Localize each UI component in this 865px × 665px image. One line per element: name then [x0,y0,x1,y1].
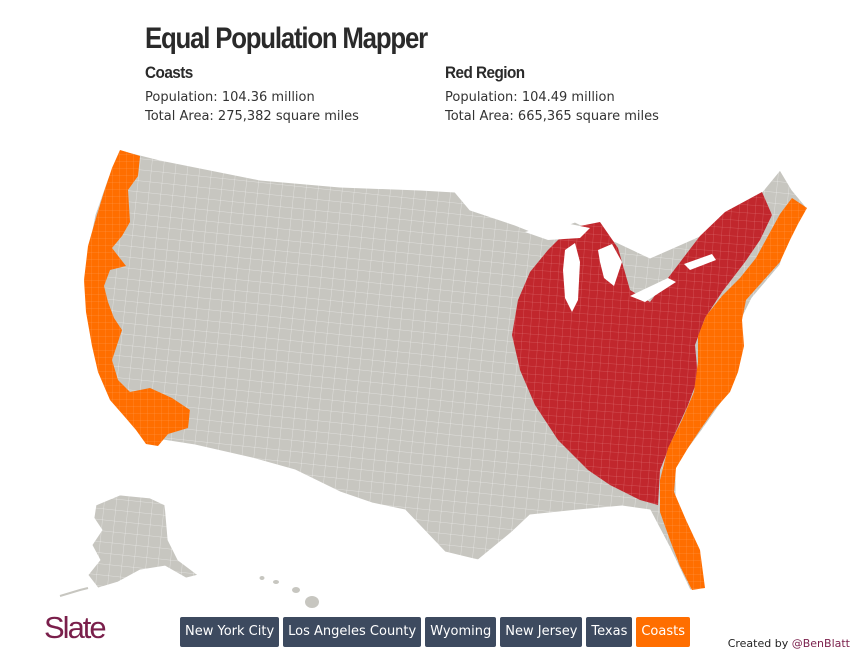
red-region-population: Population: 104.49 million [445,90,615,105]
preset-buttons: New York City Los Angeles County Wyoming… [180,617,690,647]
alaska-texture [88,495,198,588]
page-title: Equal Population Mapper [145,22,428,55]
hawaii [259,576,319,608]
credit-prefix: Created by [727,637,792,650]
alaska [59,494,199,597]
east-coast-texture [660,198,807,590]
red-region-heading: Red Region [445,63,525,82]
slate-logo[interactable]: Slate [44,610,107,645]
maui-island [292,587,300,593]
coasts-heading: Coasts [145,63,193,82]
author-link[interactable]: @BenBlatt [791,637,850,650]
preset-button-coasts[interactable]: Coasts [636,617,690,647]
credit-line: Created by @BenBlatt [728,637,850,650]
coasts-population: Population: 104.36 million [145,90,315,105]
preset-button-new-jersey[interactable]: New Jersey [500,617,583,647]
preset-button-texas[interactable]: Texas [586,617,633,647]
aleutian-islands [59,587,89,597]
lake-superior [525,222,590,240]
lake-erie [630,278,676,302]
lake-ontario [684,254,716,270]
lake-huron [598,244,622,286]
coasts-region[interactable] [84,150,807,590]
preset-button-los-angeles-county[interactable]: Los Angeles County [283,617,422,647]
coasts-area: Total Area: 275,382 square miles [145,109,359,124]
lake-michigan [563,243,580,312]
oahu-island [273,580,279,584]
kauai-island [259,576,265,580]
hawaii-island [305,596,319,608]
coasts-stats-panel: Coasts Population: 104.36 million Total … [145,63,435,126]
preset-button-wyoming[interactable]: Wyoming [425,617,497,647]
us-county-map[interactable] [0,140,865,610]
red-region-area: Total Area: 665,365 square miles [445,109,659,124]
red-region-stats-panel: Red Region Population: 104.49 million To… [445,63,735,126]
west-coast-texture [84,150,190,446]
great-lakes [525,222,716,312]
preset-button-new-york-city[interactable]: New York City [180,617,280,647]
